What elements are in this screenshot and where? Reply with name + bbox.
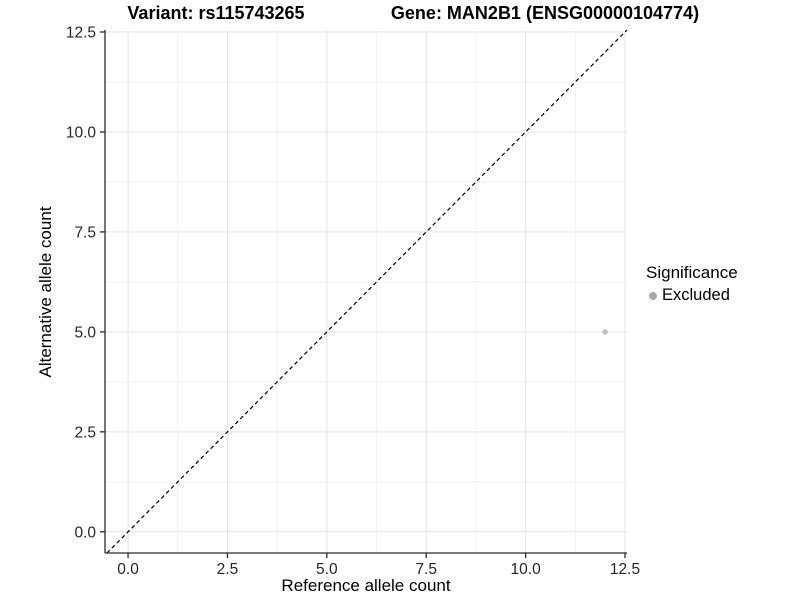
y-tick-label: 2.5 <box>74 424 96 441</box>
x-tick-label: 0.0 <box>117 561 139 578</box>
identity-line <box>106 29 628 554</box>
legend: Significance Excluded <box>644 263 738 305</box>
plot-title-gene: Gene: MAN2B1 (ENSG00000104774) <box>390 3 700 23</box>
y-axis-title: Alternative allele count <box>36 206 55 378</box>
x-tick-label: 10.0 <box>511 561 542 578</box>
legend-item-label: Excluded <box>662 286 730 304</box>
y-tick-label: 5.0 <box>74 324 96 341</box>
x-tick-label: 7.5 <box>415 561 437 578</box>
y-tick-label: 0.0 <box>74 524 96 541</box>
data-point <box>602 329 608 335</box>
plot-title-variant: Variant: rs115743265 <box>127 3 305 23</box>
y-tick-label: 12.5 <box>66 24 96 41</box>
legend-title: Significance <box>646 263 738 282</box>
legend-item-excluded: Excluded <box>644 286 738 305</box>
y-tick-label: 10.0 <box>66 124 97 141</box>
x-tick-label: 5.0 <box>316 561 338 578</box>
x-tick-label: 12.5 <box>610 561 640 578</box>
x-tick-label: 2.5 <box>217 561 239 578</box>
excluded-point-icon <box>649 291 657 300</box>
y-tick-label: 7.5 <box>74 224 96 241</box>
x-axis-title: Reference allele count <box>281 576 451 595</box>
